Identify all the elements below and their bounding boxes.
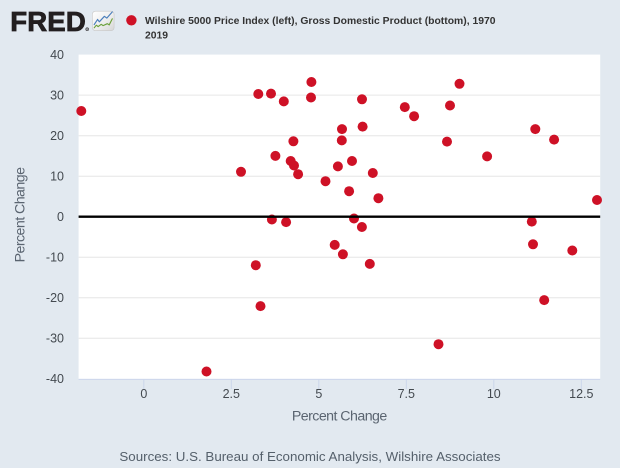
svg-text:-40: -40 [46, 372, 64, 386]
svg-text:30: 30 [50, 89, 64, 103]
svg-text:FRED: FRED [10, 6, 86, 37]
svg-text:-20: -20 [46, 291, 64, 305]
svg-text:-30: -30 [46, 332, 64, 346]
svg-text:Wilshire 5000 Price Index (lef: Wilshire 5000 Price Index (left), Gross … [145, 16, 496, 27]
svg-text:10: 10 [50, 170, 64, 184]
svg-text:20: 20 [50, 129, 64, 143]
svg-text:0: 0 [57, 210, 64, 224]
svg-text:0: 0 [140, 387, 147, 401]
svg-text:5: 5 [315, 387, 322, 401]
svg-text:-10: -10 [46, 251, 64, 265]
svg-text:Percent Change: Percent Change [13, 167, 29, 262]
svg-text:Sources: U.S. Bureau of Econom: Sources: U.S. Bureau of Economic Analysi… [119, 449, 501, 464]
svg-text:2.5: 2.5 [223, 387, 240, 401]
svg-text:2019: 2019 [145, 31, 168, 42]
svg-text:10: 10 [487, 387, 501, 401]
svg-text:40: 40 [50, 48, 64, 62]
svg-text:7.5: 7.5 [398, 387, 415, 401]
svg-text:12.5: 12.5 [569, 387, 593, 401]
svg-text:Percent Change: Percent Change [292, 408, 387, 424]
